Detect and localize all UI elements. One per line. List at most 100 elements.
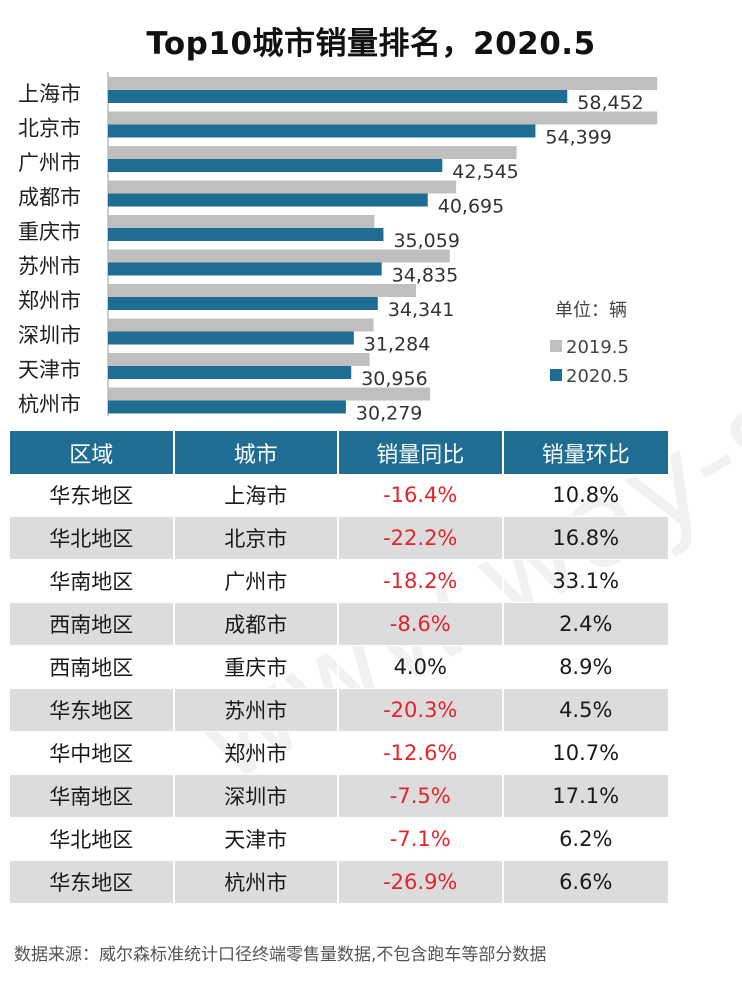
table-row: 华东地区 苏州市 -20.3% 4.5% [10, 689, 668, 732]
bar-2019-5 [108, 215, 375, 228]
cell-region: 西南地区 [10, 646, 175, 689]
value-label-4: 40,695 [438, 196, 504, 218]
bar-chart: 上海市 58,452 北京市 54,399 广州市 42,545 成都市 40,695 重庆市 3… [18, 72, 658, 425]
bar-2020-5 [108, 228, 384, 241]
value-label-3: 42,545 [452, 161, 518, 183]
city-sales-table: 区域 城市 销量同比 销量环比 华东地区 上海市 -16.4% 10.8% 华北地区 北京… [10, 431, 668, 904]
category-label-7: 郑州市 [18, 289, 81, 313]
category-label-4: 成都市 [18, 186, 81, 210]
footnote: 数据来源：威尔森标准统计口径终端零售量数据,不包含跑车等部分数据 [14, 945, 547, 965]
table-body: 华东地区 上海市 -16.4% 10.8% 华北地区 北京市 -22.2% 16.8% 华南地区… [10, 474, 668, 904]
cell-yoy: -20.3% [339, 689, 504, 732]
value-label-5: 35,059 [393, 230, 459, 252]
category-label-3: 广州市 [18, 151, 81, 175]
table-row: 华北地区 北京市 -22.2% 16.8% [10, 517, 668, 560]
table-row: 西南地区 重庆市 4.0% 8.9% [10, 646, 668, 689]
legend-swatch-2020 [550, 369, 562, 381]
bar-2020-8 [108, 331, 354, 345]
bar-2020-7 [108, 297, 378, 310]
legend-label-2019: 2019.5 [566, 337, 629, 358]
cell-city: 北京市 [174, 517, 339, 560]
bar-2019-1 [108, 77, 658, 90]
bar-2019-6 [108, 249, 450, 263]
cell-city: 广州市 [174, 560, 339, 603]
cell-region: 华北地区 [10, 818, 175, 861]
cell-mom: 10.7% [503, 732, 668, 775]
cell-city: 重庆市 [174, 646, 339, 689]
cell-mom: 33.1% [503, 560, 668, 603]
bar-2020-6 [108, 262, 382, 276]
cell-mom: 17.1% [503, 775, 668, 818]
cell-yoy: -26.9% [339, 861, 504, 904]
cell-mom: 2.4% [503, 603, 668, 646]
cell-city: 苏州市 [174, 689, 339, 732]
category-label-8: 深圳市 [18, 324, 81, 348]
legend-swatch-2019 [550, 340, 562, 352]
table-row: 华南地区 广州市 -18.2% 33.1% [10, 560, 668, 603]
cell-mom: 6.2% [503, 818, 668, 861]
cell-yoy: -16.4% [339, 474, 504, 517]
header-yoy: 销量同比 [339, 431, 504, 474]
category-label-10: 杭州市 [18, 393, 81, 417]
table-row: 西南地区 成都市 -8.6% 2.4% [10, 603, 668, 646]
table-row: 华北地区 天津市 -7.1% 6.2% [10, 818, 668, 861]
bar-2020-9 [108, 366, 352, 379]
legend-label-2020: 2020.5 [566, 366, 629, 387]
category-label-5: 重庆市 [18, 220, 81, 244]
bar-2019-10 [108, 387, 431, 401]
cell-region: 西南地区 [10, 603, 175, 646]
table-row: 华中地区 郑州市 -12.6% 10.7% [10, 732, 668, 775]
cell-yoy: -18.2% [339, 560, 504, 603]
cell-city: 天津市 [174, 818, 339, 861]
value-label-8: 31,284 [364, 334, 430, 356]
bar-2020-10 [108, 400, 346, 414]
chart-title: Top10城市销量排名，2020.5 [146, 26, 596, 62]
cell-yoy: -7.5% [339, 775, 504, 818]
cell-region: 华北地区 [10, 517, 175, 560]
cell-yoy: -22.2% [339, 517, 504, 560]
cell-mom: 4.5% [503, 689, 668, 732]
bar-2019-7 [108, 284, 416, 297]
cell-region: 华东地区 [10, 689, 175, 732]
category-label-9: 天津市 [18, 358, 81, 382]
value-label-6: 34,835 [392, 265, 458, 287]
bar-2020-3 [108, 159, 443, 172]
value-label-2: 54,399 [545, 127, 611, 149]
table-row: 华东地区 杭州市 -26.9% 6.6% [10, 861, 668, 904]
cell-region: 华东地区 [10, 861, 175, 904]
cell-yoy: -12.6% [339, 732, 504, 775]
header-region: 区域 [10, 431, 175, 474]
table-row: 华南地区 深圳市 -7.5% 17.1% [10, 775, 668, 818]
cell-region: 华东地区 [10, 474, 175, 517]
cell-city: 杭州市 [174, 861, 339, 904]
cell-region: 华中地区 [10, 732, 175, 775]
cell-city: 郑州市 [174, 732, 339, 775]
category-label-2: 北京市 [18, 117, 81, 141]
cell-city: 深圳市 [174, 775, 339, 818]
bar-2019-2 [108, 111, 658, 125]
cell-city: 成都市 [174, 603, 339, 646]
cell-mom: 10.8% [503, 474, 668, 517]
value-label-1: 58,452 [577, 92, 643, 114]
header-city: 城市 [174, 431, 339, 474]
cell-mom: 8.9% [503, 646, 668, 689]
bar-2019-3 [108, 146, 517, 159]
category-label-1: 上海市 [18, 82, 81, 106]
value-label-10: 30,279 [356, 403, 422, 425]
table-row: 华东地区 上海市 -16.4% 10.8% [10, 474, 668, 517]
cell-region: 华南地区 [10, 775, 175, 818]
bar-2019-9 [108, 353, 370, 366]
bar-2019-4 [108, 180, 457, 194]
cell-yoy: -7.1% [339, 818, 504, 861]
category-label-6: 苏州市 [18, 255, 81, 279]
cell-yoy: -8.6% [339, 603, 504, 646]
table-header-row: 区域 城市 销量同比 销量环比 [10, 431, 668, 474]
bar-2019-8 [108, 318, 374, 332]
header-mom: 销量环比 [503, 431, 668, 474]
cell-yoy: 4.0% [339, 646, 504, 689]
value-label-9: 30,956 [361, 368, 427, 390]
bar-2020-1 [108, 90, 568, 103]
bar-2020-2 [108, 124, 536, 138]
unit-label: 单位：辆 [555, 300, 627, 321]
cell-region: 华南地区 [10, 560, 175, 603]
